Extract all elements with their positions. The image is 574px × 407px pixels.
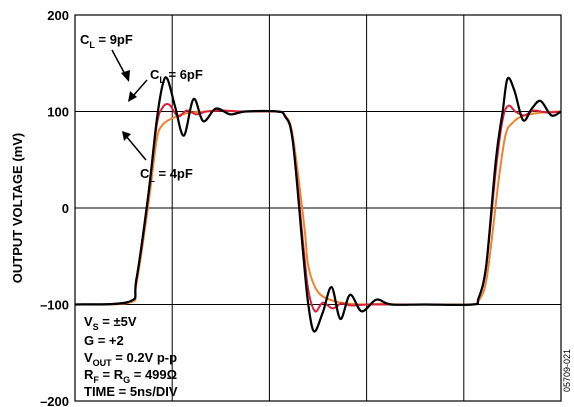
annotation-cl9: CL = 9pF — [80, 32, 133, 50]
condition-vout: VOUT = 0.2V p-p — [84, 350, 177, 368]
annotation-arrows — [111, 49, 148, 161]
annotation-cl4: CL = 4pF — [140, 166, 193, 184]
grid-lines — [75, 15, 561, 401]
condition-vs: VS = ±5V — [84, 314, 137, 332]
arrowhead-cl4 — [122, 131, 131, 141]
test-conditions: VS = ±5V G = +2 VOUT = 0.2V p-p RF = RG … — [84, 314, 178, 399]
condition-time: TIME = 5ns/DIV — [84, 384, 178, 399]
condition-gain: G = +2 — [84, 333, 124, 348]
y-tick-labels: –200 –100 0 100 200 — [40, 8, 69, 407]
series-line-cl-4pf — [74, 109, 562, 306]
annotation-cl6: CL = 6pF — [150, 67, 203, 85]
condition-rf-rg: RF = RG = 499Ω — [84, 367, 177, 385]
series-line-cl-6pf — [74, 103, 562, 313]
y-tick-label: –100 — [40, 298, 69, 313]
y-tick-label: 100 — [47, 105, 69, 120]
y-tick-label: –200 — [40, 394, 69, 407]
plot-frame — [74, 14, 562, 402]
y-tick-label: 0 — [62, 201, 69, 216]
arrowhead-cl9 — [121, 70, 130, 82]
y-tick-label: 200 — [47, 8, 69, 23]
arrow-cl6 — [132, 79, 148, 97]
figure-id: 05709-021 — [562, 349, 572, 392]
y-axis-label: OUTPUT VOLTAGE (mV) — [10, 133, 25, 283]
arrowhead-cl6 — [128, 91, 137, 102]
series-line-cl-9pf — [74, 76, 562, 333]
series-group — [74, 76, 562, 333]
arrow-cl4 — [125, 135, 147, 161]
